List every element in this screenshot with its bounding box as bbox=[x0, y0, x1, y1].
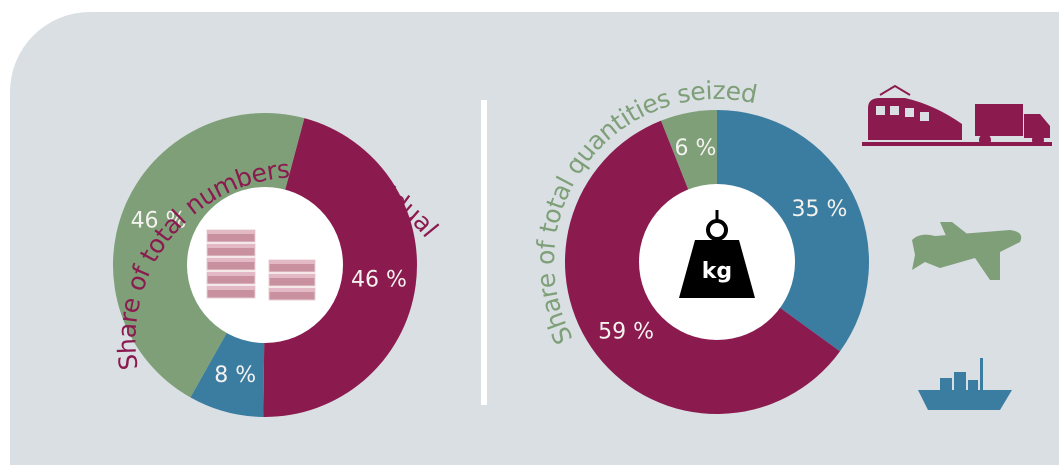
donut-hole bbox=[187, 187, 343, 343]
value-label: 35 % bbox=[792, 197, 848, 222]
box-top bbox=[207, 258, 255, 262]
box-top bbox=[269, 274, 315, 278]
weight bbox=[679, 240, 755, 298]
value-label: 46 % bbox=[131, 209, 187, 234]
weight-label: kg bbox=[702, 259, 732, 284]
donut-segment bbox=[717, 110, 869, 352]
value-label: 59 % bbox=[598, 319, 654, 344]
value-label: 46 % bbox=[351, 268, 407, 293]
box-top bbox=[207, 272, 255, 276]
box-top bbox=[207, 230, 255, 234]
box-top bbox=[207, 286, 255, 290]
box-top bbox=[207, 244, 255, 248]
value-label: 8 % bbox=[214, 363, 256, 388]
value-label: 6 % bbox=[674, 136, 716, 161]
ship-icon bbox=[918, 358, 1012, 410]
plane-icon bbox=[912, 222, 1022, 280]
box-top bbox=[269, 288, 315, 292]
train-truck-icon bbox=[862, 84, 1052, 146]
box-top bbox=[269, 260, 315, 264]
